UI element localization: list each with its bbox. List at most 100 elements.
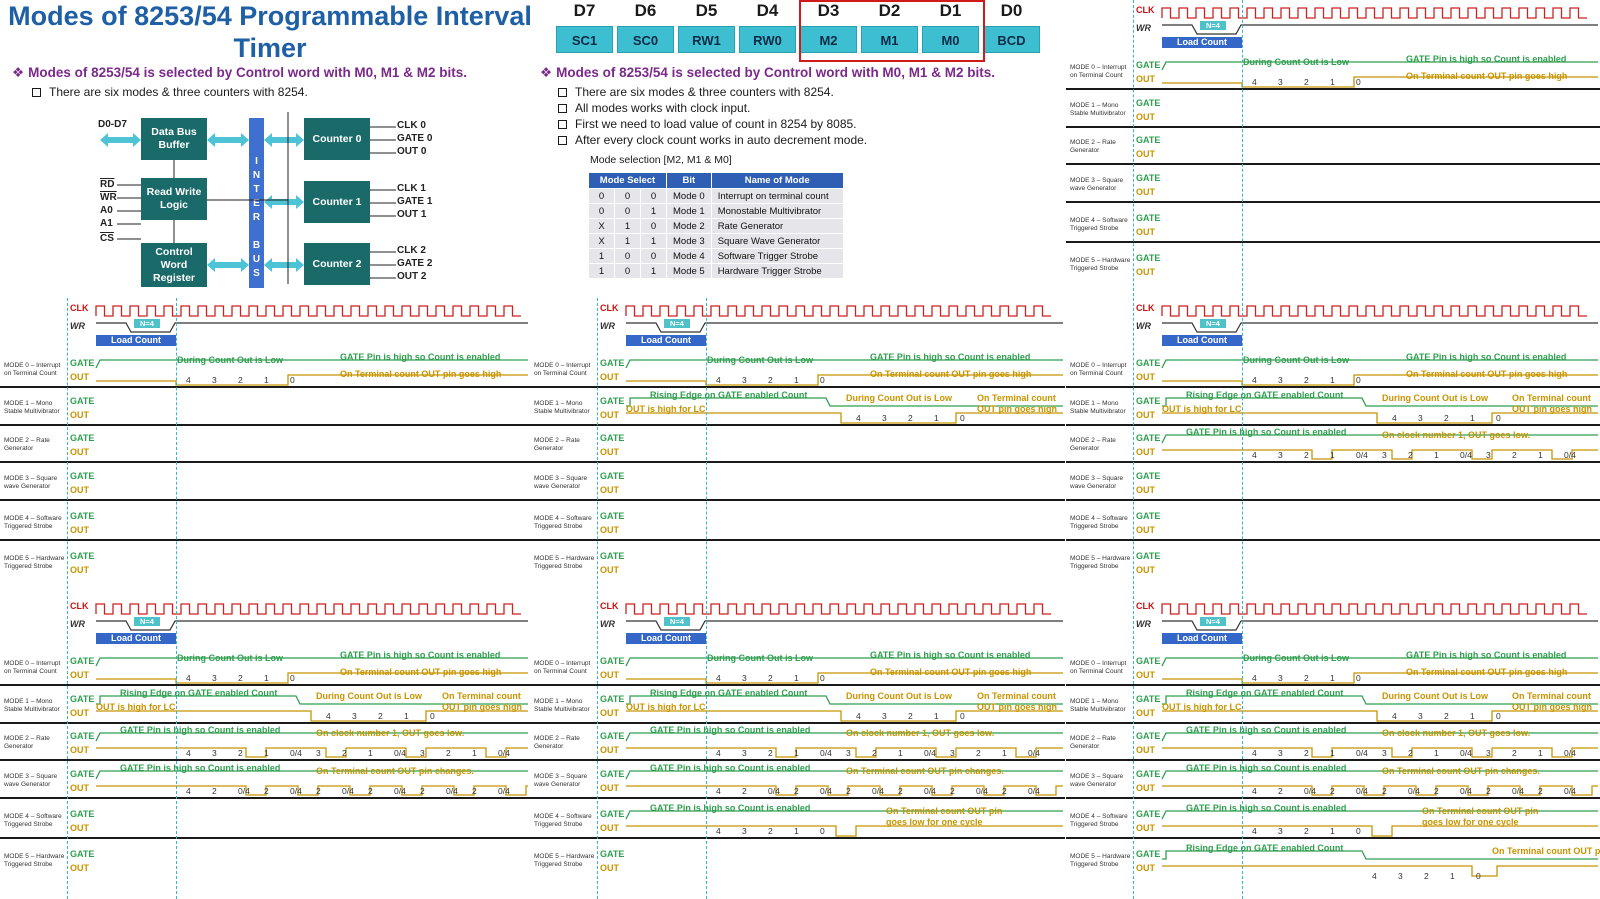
out-annotation-2: goes low for one cycle	[886, 817, 983, 827]
gate-annotation: GATE Pin is high so Count is enabled	[870, 352, 1031, 362]
mode-row-label: MODE 5 – Hardware Triggered Strobe	[4, 555, 64, 571]
clk-label: CLK	[70, 601, 89, 611]
gate-label: GATE	[600, 471, 625, 481]
gate-label: GATE	[70, 433, 95, 443]
mode-name-line1: MODE 2 – Rate	[1070, 437, 1116, 444]
count-value: 2	[1304, 748, 1309, 758]
waveforms	[1161, 305, 1598, 460]
gate-annotation: GATE Pin is high so Count is enabled	[650, 725, 811, 735]
load-count-tag: Load Count	[1162, 633, 1242, 644]
mode-row-label: MODE 3 – Square wave Generator	[1070, 475, 1123, 491]
header-mode-select: Mode Select	[588, 172, 667, 189]
count-value: 4	[1372, 871, 1377, 881]
count-value: 0/4	[1356, 450, 1368, 460]
rw-pin-label: A1	[100, 218, 113, 229]
row-separator	[530, 499, 1065, 501]
out-annotation-1: On Terminal count OUT pin	[886, 806, 1003, 816]
count-value: 2	[1512, 450, 1517, 460]
gate-annotation: Rising Edge on GATE enabled Count	[650, 688, 808, 698]
counter-block: Counter 0	[304, 118, 370, 160]
count-value: 3	[420, 748, 425, 758]
gate-label: GATE	[600, 433, 625, 443]
dashed-marker-1	[1133, 298, 1134, 594]
clk-wave	[625, 305, 1051, 317]
out-annotation: On Terminal count OUT pin changes.	[846, 766, 1004, 776]
counter-block: Counter 2	[304, 243, 370, 285]
gate-label: GATE	[1136, 433, 1161, 443]
count-value: 3	[1418, 413, 1423, 423]
mode-name-line2: wave Generator	[1070, 483, 1117, 490]
row-separator	[1066, 241, 1600, 243]
count-value: 2	[742, 786, 747, 796]
table-cell: 0	[640, 248, 667, 264]
bit-position-label: D1	[939, 1, 962, 20]
n-value-tag: N=4	[134, 617, 160, 626]
row-separator	[530, 539, 1065, 541]
count-value: 4	[716, 826, 721, 836]
read-write-logic-block: Read Write Logic	[141, 178, 207, 220]
row-separator	[530, 424, 1065, 426]
inter-bus-letter: E	[253, 198, 260, 209]
count-value: 4	[1252, 375, 1257, 385]
control-word-bit: D7 SC1	[554, 0, 615, 53]
dashed-marker-2	[706, 298, 707, 594]
wr-wave	[626, 620, 1063, 631]
bit-name-cell: RW0	[739, 26, 796, 53]
main-bullet-text: Modes of 8253/54 is selected by Control …	[28, 65, 467, 80]
count-value: 2	[238, 748, 243, 758]
table-row: X 1 1 Mode 3 Square Wave Generator	[588, 233, 844, 249]
count-value: 1	[1434, 450, 1439, 460]
row-separator	[1066, 759, 1600, 761]
count-value: 0/4	[1028, 786, 1040, 796]
out-wave	[626, 412, 1063, 424]
count-value: 2	[768, 748, 773, 758]
count-value: 2	[1408, 450, 1413, 460]
mode-name-line1: MODE 1 – Mono	[534, 400, 583, 407]
mode-name-line2: Triggered Strobe	[4, 563, 53, 570]
out-label: OUT	[600, 525, 619, 535]
bit-position-label: D6	[634, 1, 657, 20]
diamond-bullet-icon: ❖	[540, 65, 553, 80]
dashed-marker-2	[1242, 0, 1243, 296]
sub-bullet: First we need to load value of count in …	[558, 117, 857, 131]
out-wave	[1162, 747, 1598, 758]
out-label: OUT	[70, 565, 89, 575]
wr-label: WR	[1136, 321, 1151, 331]
out-label: OUT	[70, 447, 89, 457]
mode-name-line1: MODE 1 – Mono	[1070, 698, 1119, 705]
table-cell: Software Trigger Strobe	[710, 248, 844, 264]
mode-row-label: MODE 5 – Hardware Triggered Strobe	[4, 853, 64, 869]
gate-label: GATE	[600, 396, 625, 406]
row-separator	[1066, 461, 1600, 463]
gate-annotation: GATE Pin is high so Count is enabled	[1186, 427, 1347, 437]
out-annotation: On Terminal count OUT pin goes high	[1406, 667, 1568, 677]
out-mid-annotation: During Count Out is Low	[846, 691, 952, 701]
mode-row-label: MODE 4 – Software Triggered Strobe	[1070, 217, 1128, 233]
count-value: 1	[264, 673, 269, 683]
table-cell: X	[588, 233, 615, 249]
count-value: 4	[716, 786, 721, 796]
count-value: 3	[1382, 450, 1387, 460]
table-cell: Hardware Trigger Strobe	[710, 263, 844, 279]
gate-wave	[95, 657, 528, 667]
sub-bullet: After every clock count works in auto de…	[558, 133, 867, 147]
mode-name-line2: Generator	[534, 743, 564, 750]
out-label: OUT	[1136, 112, 1155, 122]
gate-annotation: GATE Pin is high so Count is enabled	[1406, 54, 1567, 64]
inter-bus-letter: I	[255, 156, 258, 167]
gate-wave	[1162, 397, 1598, 407]
row-separator	[0, 386, 530, 388]
table-cell: Mode 3	[666, 233, 712, 249]
out-label: OUT	[70, 485, 89, 495]
out-label: OUT	[70, 863, 89, 873]
mode-name-line2: on Terminal Count	[1070, 370, 1123, 377]
count-value: 2	[898, 786, 903, 796]
out-wave	[626, 672, 1063, 684]
count-value: 0	[1356, 375, 1361, 385]
gate-label: GATE	[1136, 849, 1161, 859]
wr-wave	[96, 620, 528, 631]
mode-name-line1: MODE 3 – Square	[1070, 773, 1124, 780]
gate-label: GATE	[70, 769, 95, 779]
gate-wave	[1161, 61, 1598, 71]
count-value: 0	[820, 826, 825, 836]
